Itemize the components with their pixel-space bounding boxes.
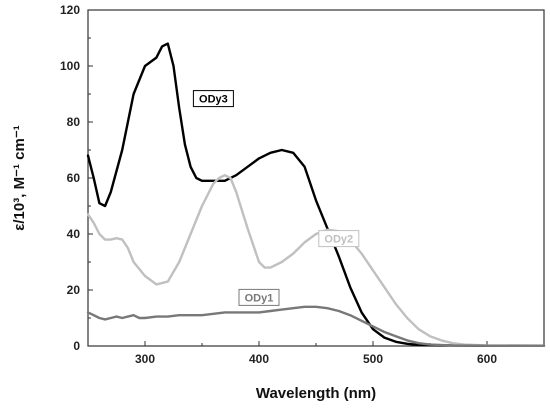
- series-label-box: [192, 90, 234, 108]
- y-tick-label: 60: [67, 171, 81, 185]
- y-axis-title: ε/10³, M⁻¹ cm⁻¹: [11, 125, 28, 230]
- x-axis: 300 400 500 600: [87, 341, 545, 366]
- x-axis-title: Wavelength (nm): [256, 385, 376, 402]
- series-label-text: ODy1: [245, 292, 274, 304]
- series-line-ody1: [86, 305, 546, 347]
- x-tick-label: 300: [135, 352, 155, 366]
- series-label-text: ODy3: [199, 94, 228, 106]
- series-labels: ODy3 ODy2 ODy1: [192, 90, 360, 306]
- x-tick-label: 400: [249, 352, 269, 366]
- y-tick-label: 120: [60, 3, 80, 17]
- series-line-ody2: [86, 174, 546, 347]
- y-tick-label: 100: [60, 59, 80, 73]
- series-label-ody3: ODy3: [192, 90, 234, 108]
- series-label-text: ODy2: [324, 234, 353, 246]
- series-lines: [86, 42, 546, 347]
- y-axis: 0 20 40 60 80 100 120: [60, 3, 93, 353]
- series-label-box: [238, 288, 280, 306]
- series-line-ody3: [86, 42, 546, 347]
- x-tick-label: 600: [477, 352, 497, 366]
- plot-frame: [87, 9, 545, 347]
- series-label-ody1: ODy1: [238, 288, 280, 306]
- series-label-ody2: ODy2: [318, 230, 360, 248]
- y-tick-label: 20: [67, 283, 81, 297]
- y-tick-label: 80: [67, 115, 81, 129]
- y-tick-label: 40: [67, 227, 81, 241]
- y-tick-label: 0: [73, 339, 80, 353]
- series-label-box: [318, 230, 360, 248]
- x-tick-label: 500: [363, 352, 383, 366]
